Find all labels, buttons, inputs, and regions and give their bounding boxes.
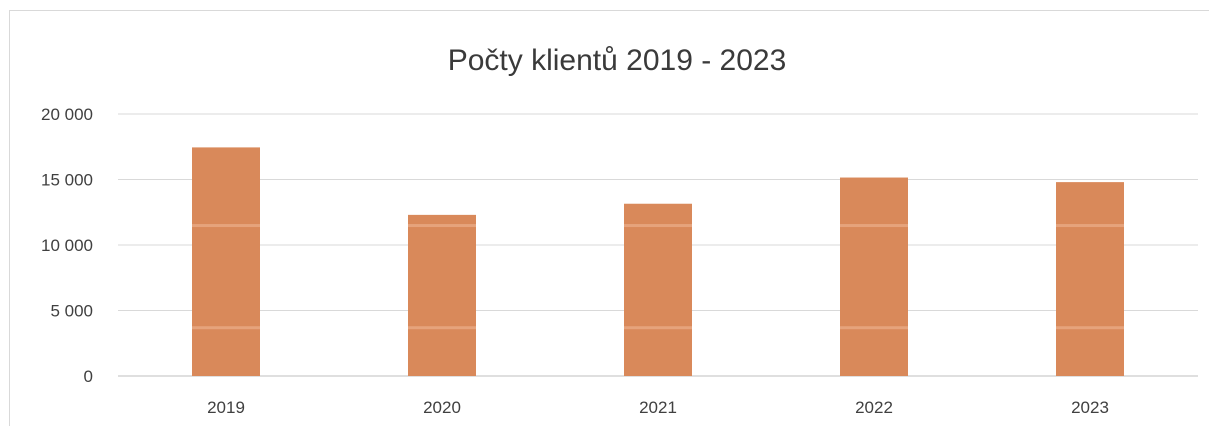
bars	[192, 147, 1124, 376]
bar-2020	[408, 214, 476, 376]
x-tick-label-2023: 2023	[1071, 398, 1109, 417]
bar-stripe	[1056, 224, 1124, 228]
x-tick-label-2020: 2020	[423, 398, 461, 417]
bar-stripe	[840, 224, 908, 228]
bar-2019	[192, 147, 260, 376]
y-axis-ticks: 0 5 000 10 000 15 000 20 000	[41, 105, 93, 386]
bar-stripe	[408, 326, 476, 330]
bar-stripe	[1056, 326, 1124, 330]
y-tick-label: 10 000	[41, 236, 93, 255]
bar-stripe	[624, 224, 692, 228]
bar-stripe	[840, 326, 908, 330]
y-tick-label: 20 000	[41, 105, 93, 124]
y-tick-label: 5 000	[50, 302, 93, 321]
y-tick-label: 15 000	[41, 171, 93, 190]
x-axis-ticks: 2019 2020 2021 2022 2023	[207, 398, 1109, 417]
chart-title: Počty klientů 2019 - 2023	[448, 44, 787, 77]
bar-stripe	[192, 326, 260, 330]
x-tick-label-2021: 2021	[639, 398, 677, 417]
x-tick-label-2022: 2022	[855, 398, 893, 417]
bar-2022	[840, 177, 908, 376]
y-tick-label: 0	[84, 367, 93, 386]
bar-2021	[624, 203, 692, 376]
x-tick-label-2019: 2019	[207, 398, 245, 417]
bar-stripe	[624, 326, 692, 330]
bar-stripe	[192, 224, 260, 228]
bar-2023	[1056, 182, 1124, 376]
bar-stripe	[408, 224, 476, 228]
